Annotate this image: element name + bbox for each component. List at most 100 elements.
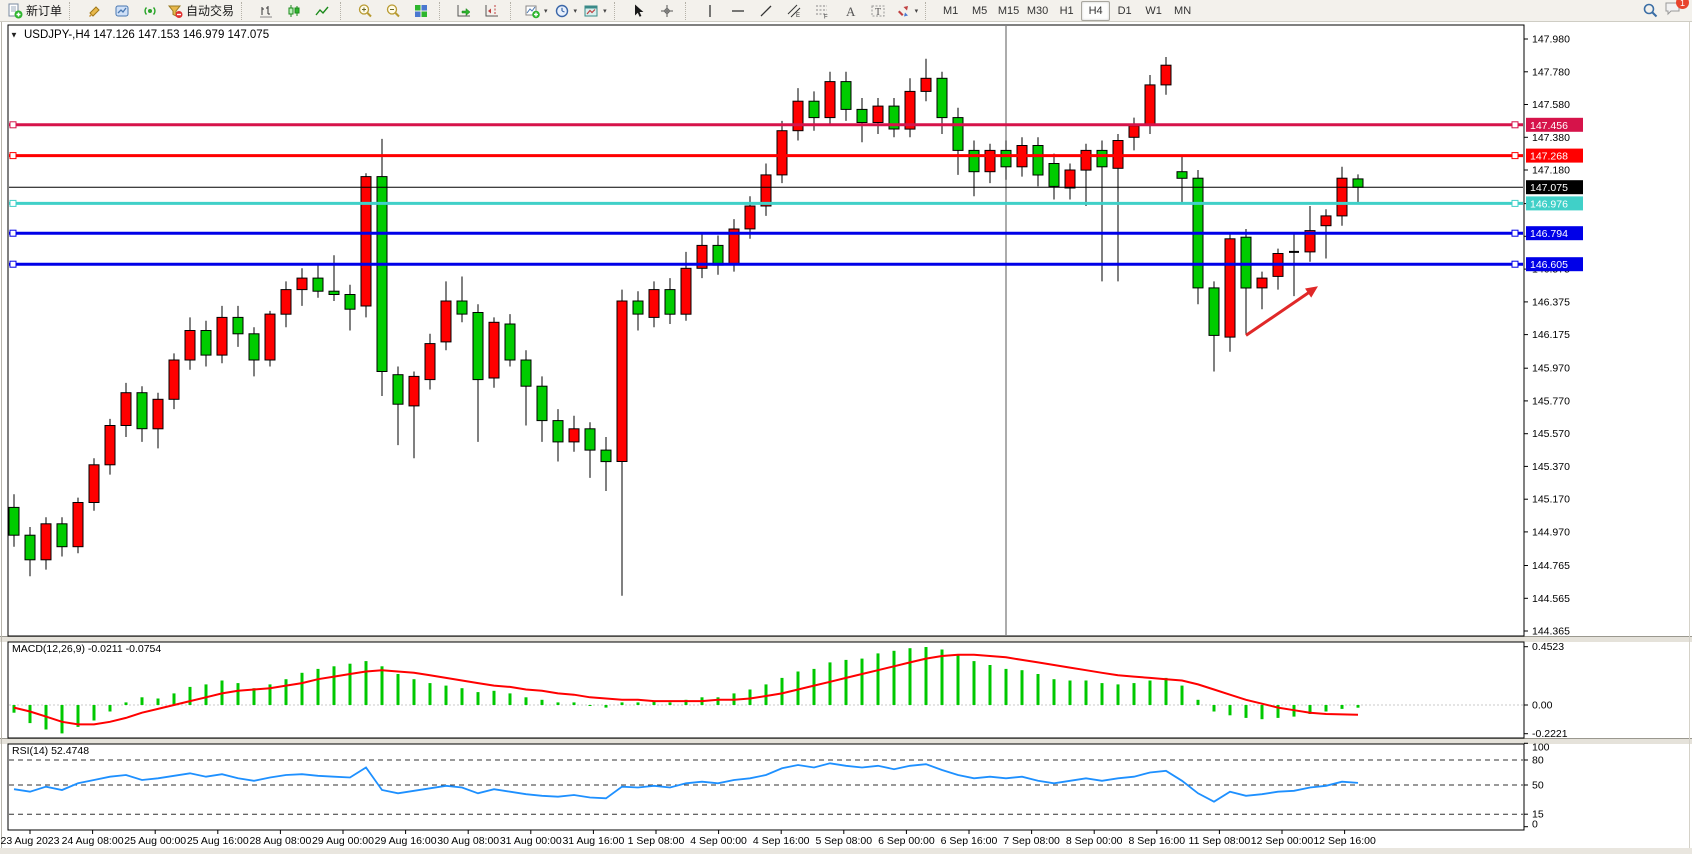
svg-text:0.00: 0.00	[1532, 700, 1553, 712]
svg-text:145.970: 145.970	[1532, 363, 1570, 375]
svg-text:30 Aug 08:00: 30 Aug 08:00	[437, 835, 499, 847]
svg-text:146.175: 146.175	[1532, 329, 1570, 341]
svg-text:147.780: 147.780	[1532, 66, 1570, 78]
svg-text:23 Aug 2023: 23 Aug 2023	[1, 835, 60, 847]
svg-text:147.580: 147.580	[1532, 99, 1570, 111]
chart-canvas[interactable]: ▼ USDJPY-,H4 147.126 147.153 146.979 147.…	[0, 22, 1692, 854]
zoom-in-button[interactable]	[351, 0, 379, 22]
trend-arrow-object[interactable]	[1245, 286, 1318, 337]
timeframe-mn[interactable]: MN	[1174, 4, 1192, 17]
bar-chart-button[interactable]	[252, 0, 280, 22]
line-chart-icon	[315, 6, 329, 15]
separator	[684, 1, 693, 20]
candlestick-chart-button[interactable]	[280, 0, 308, 22]
svg-text:12 Sep 00:00: 12 Sep 00:00	[1251, 835, 1314, 847]
horizontal-line-icon	[731, 9, 744, 12]
search-button[interactable]	[1636, 0, 1664, 22]
paint-brush-icon	[89, 5, 100, 17]
timeframe-h4[interactable]: H4	[1081, 0, 1111, 21]
time-axis[interactable]: 23 Aug 2023 24 Aug 08:00 25 Aug 00:00 25 Au…	[1, 830, 1376, 847]
svg-text:31 Aug 16:00: 31 Aug 16:00	[562, 835, 624, 847]
template-icon	[584, 5, 598, 16]
zoom-out-button[interactable]	[379, 0, 407, 22]
signal-button[interactable]	[136, 0, 164, 22]
auto-scroll-button[interactable]	[450, 0, 478, 22]
svg-text:144.365: 144.365	[1532, 626, 1570, 638]
separator	[925, 1, 933, 20]
auto-trading-button[interactable]: 自动交易	[164, 0, 237, 22]
svg-text:A: A	[846, 4, 856, 19]
chart-profile-button[interactable]	[108, 0, 136, 22]
svg-text:4 Sep 00:00: 4 Sep 00:00	[690, 835, 747, 847]
templates-button[interactable]: ▾	[580, 0, 610, 22]
crosshair-icon	[660, 4, 673, 17]
separator	[69, 1, 77, 20]
svg-text:8 Sep 00:00: 8 Sep 00:00	[1066, 835, 1123, 847]
main-price-panel[interactable]: ▼ USDJPY-,H4 147.126 147.153 146.979 147.…	[7, 24, 1525, 637]
separator	[510, 1, 518, 20]
svg-text:146.605: 146.605	[1530, 259, 1568, 271]
styler-button[interactable]	[80, 0, 108, 22]
indicators-button[interactable]: ▾	[521, 0, 551, 22]
rsi-line	[13, 762, 1359, 803]
horizontal-line-button[interactable]	[724, 0, 752, 22]
timeframe-w1[interactable]: W1	[1145, 4, 1162, 17]
notifications-button[interactable]: 1	[1664, 0, 1689, 21]
tile-windows-icon	[415, 4, 428, 17]
svg-text:8 Sep 16:00: 8 Sep 16:00	[1128, 835, 1185, 847]
svg-text:29 Aug 16:00: 29 Aug 16:00	[375, 835, 437, 847]
text-button[interactable]: A	[836, 0, 864, 22]
text-label-button[interactable]: T	[864, 0, 892, 22]
price-badge-146.605: 146.605	[1526, 257, 1583, 272]
trendline-icon	[760, 5, 772, 16]
window-bottom-strip	[0, 848, 1692, 854]
cursor-button[interactable]	[625, 0, 653, 22]
svg-text:25 Aug 00:00: 25 Aug 00:00	[124, 835, 186, 847]
macd-panel[interactable]: MACD(12,26,9) -0.0211 -0.0754	[7, 641, 1525, 739]
timeframe-m15[interactable]: M15	[997, 4, 1020, 17]
chart-svg[interactable]: ▼ USDJPY-,H4 147.126 147.153 146.979 147.…	[0, 22, 1692, 854]
svg-text:144.765: 144.765	[1532, 560, 1570, 572]
vertical-line-button[interactable]	[696, 0, 724, 22]
new-order-button[interactable]: 新订单	[4, 0, 65, 22]
indicators-icon	[525, 5, 540, 18]
timeframe-bar: M1 M5 M15 M30 H1 H4 D1 W1 MN	[936, 0, 1197, 21]
rsi-panel[interactable]: RSI(14) 52.4748	[7, 743, 1525, 831]
svg-text:147.456: 147.456	[1530, 120, 1568, 132]
timeframe-m30[interactable]: M30	[1026, 4, 1049, 17]
timeframe-m1[interactable]: M1	[942, 4, 959, 17]
equidistant-channel-button[interactable]: E	[780, 0, 808, 22]
bar-chart-icon	[260, 5, 273, 17]
crosshair-button[interactable]	[653, 0, 681, 22]
svg-text:80: 80	[1532, 755, 1544, 767]
svg-text:E: E	[796, 13, 800, 19]
svg-text:144.565: 144.565	[1532, 593, 1570, 605]
svg-text:50: 50	[1532, 780, 1544, 792]
fibonacci-icon: F	[815, 5, 828, 19]
svg-text:145.370: 145.370	[1532, 461, 1570, 473]
signal-icon	[144, 6, 156, 15]
price-badge-147.456: 147.456	[1526, 117, 1583, 132]
line-chart-button[interactable]	[308, 0, 336, 22]
arrows-tool-button[interactable]: ▾	[892, 0, 922, 22]
svg-text:147.075: 147.075	[1530, 182, 1568, 194]
svg-text:1 Sep 08:00: 1 Sep 08:00	[628, 835, 685, 847]
chart-profile-icon	[115, 5, 129, 16]
periods-button[interactable]: ▾	[551, 0, 581, 22]
timeframe-d1[interactable]: D1	[1117, 4, 1132, 17]
trendline-button[interactable]	[752, 0, 780, 22]
svg-text:147.268: 147.268	[1530, 151, 1568, 163]
timeframe-h1[interactable]: H1	[1059, 4, 1074, 17]
toolbar: 新订单 自动交易	[0, 0, 1692, 22]
svg-text:147.980: 147.980	[1532, 34, 1570, 46]
fibonacci-button[interactable]: F	[808, 0, 836, 22]
text-label-icon: T	[871, 5, 885, 18]
zoom-out-icon	[386, 3, 400, 17]
timeframe-m5[interactable]: M5	[971, 4, 988, 17]
chart-shift-button[interactable]	[478, 0, 506, 22]
svg-text:147.380: 147.380	[1532, 132, 1570, 144]
price-axis[interactable]: 147.980 147.780 147.580 147.380 147.180 146.9…	[1524, 34, 1583, 831]
tile-windows-button[interactable]	[407, 0, 435, 22]
svg-text:F: F	[824, 14, 828, 19]
